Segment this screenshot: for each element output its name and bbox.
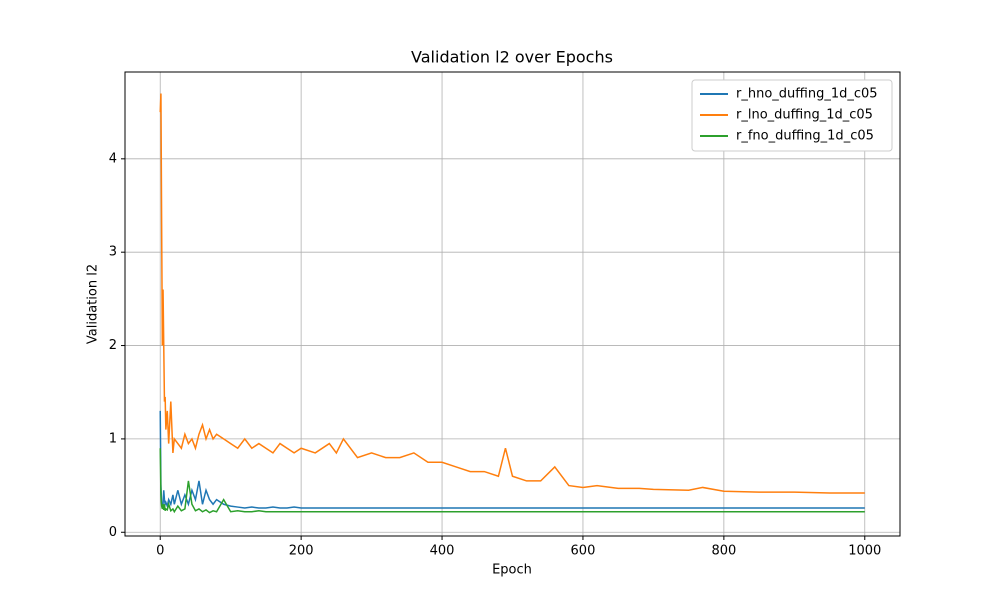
- x-tick-label: 1000: [848, 544, 881, 559]
- series-line: [159, 448, 865, 514]
- series-line: [159, 93, 865, 494]
- y-tick-label: 3: [109, 245, 117, 260]
- x-tick-label: 0: [156, 544, 164, 559]
- y-axis-label: Validation l2: [86, 264, 101, 344]
- x-tick-label: 400: [430, 544, 455, 559]
- x-tick-label: 200: [289, 544, 314, 559]
- legend-label: r_hno_duffing_1d_c05: [736, 87, 878, 102]
- series-line: [159, 410, 865, 509]
- chart-title: Validation l2 over Epochs: [411, 48, 613, 67]
- legend-box: [691, 79, 893, 152]
- legend-label: r_fno_duffing_1d_c05: [736, 129, 874, 144]
- x-tick-label: 800: [711, 544, 736, 559]
- y-tick-label: 4: [109, 151, 117, 166]
- y-tick-label: 1: [109, 431, 117, 446]
- plot-frame: [124, 71, 901, 537]
- y-tick-label: 2: [109, 338, 117, 353]
- x-tick-label: 600: [571, 544, 596, 559]
- y-tick-label: 0: [109, 525, 117, 540]
- x-axis-label: Epoch: [492, 563, 532, 578]
- legend-label: r_lno_duffing_1d_c05: [736, 108, 873, 123]
